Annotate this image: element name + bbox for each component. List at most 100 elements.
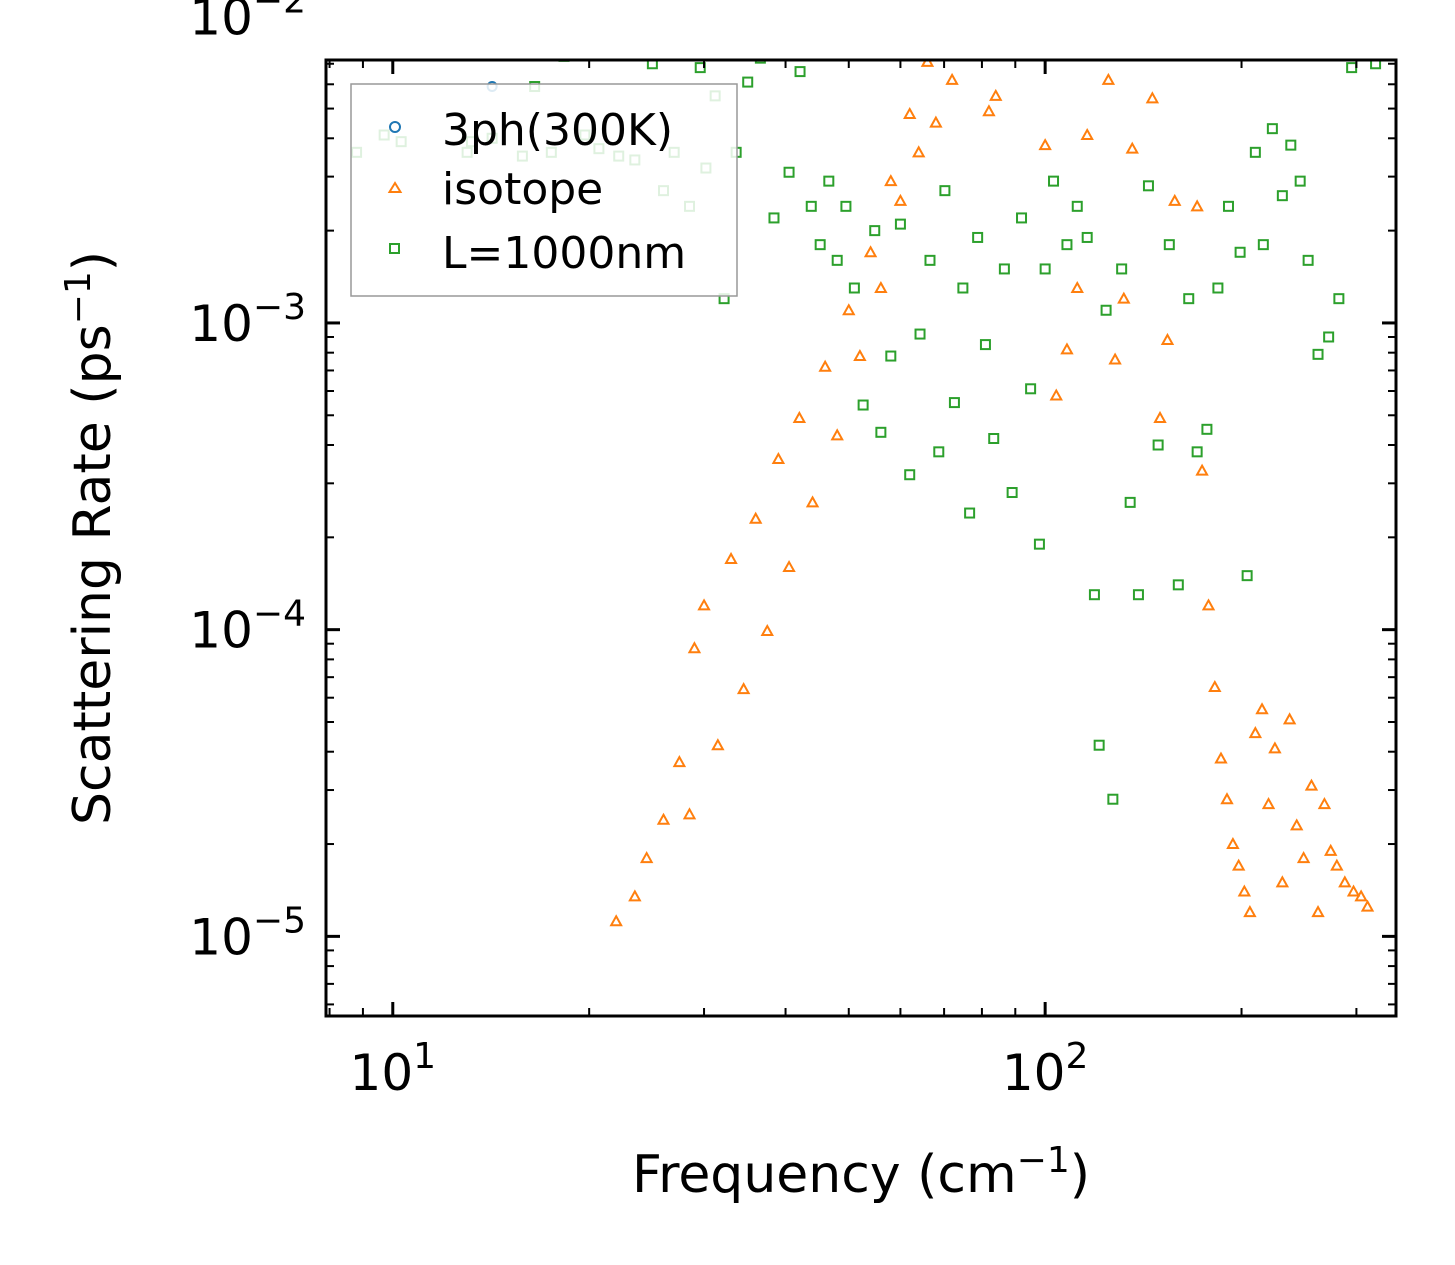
data-point-boundary bbox=[1191, 446, 1203, 458]
data-point-isotope bbox=[639, 851, 654, 864]
data-point-boundary bbox=[924, 254, 936, 266]
data-point-isotope bbox=[1190, 199, 1204, 212]
data-point-boundary bbox=[840, 200, 852, 212]
data-point-boundary bbox=[998, 263, 1010, 275]
data-point-boundary bbox=[1006, 487, 1018, 499]
data-point-boundary bbox=[754, 60, 766, 64]
data-point-isotope bbox=[609, 914, 623, 927]
legend-label-isotope: isotope bbox=[442, 164, 603, 215]
data-point-isotope bbox=[1160, 332, 1175, 345]
data-point-isotope bbox=[1248, 726, 1263, 739]
series-3ph bbox=[352, 43, 498, 93]
data-point-isotope bbox=[1108, 352, 1122, 365]
data-point-boundary bbox=[783, 166, 795, 178]
data-point-isotope bbox=[1017, 18, 1027, 27]
data-point-isotope bbox=[989, 88, 1003, 101]
data-point-boundary bbox=[1152, 439, 1164, 451]
data-point-isotope bbox=[736, 682, 751, 695]
data-point-isotope bbox=[656, 812, 671, 825]
data-point-isotope bbox=[1189, 33, 1199, 42]
data-point-boundary bbox=[1312, 348, 1324, 360]
data-point-isotope bbox=[1346, 884, 1361, 897]
data-point-boundary bbox=[1124, 496, 1136, 508]
data-point-boundary bbox=[1346, 62, 1358, 74]
x-tick-label: 101 bbox=[350, 1036, 437, 1102]
data-point-3ph bbox=[352, 43, 361, 52]
data-point-isotope bbox=[711, 738, 725, 751]
legend-label-boundary: L=1000nm bbox=[442, 228, 686, 279]
data-point-isotope bbox=[1168, 193, 1182, 206]
data-point-isotope bbox=[1338, 875, 1352, 888]
data-point-boundary bbox=[1071, 200, 1083, 212]
data-point-boundary bbox=[1257, 239, 1269, 251]
data-point-boundary bbox=[1249, 146, 1261, 158]
data-point-isotope bbox=[805, 495, 820, 508]
data-point-isotope bbox=[1296, 851, 1311, 864]
data-point-isotope bbox=[682, 807, 697, 820]
data-point-boundary bbox=[1234, 246, 1246, 258]
data-point-isotope bbox=[1226, 836, 1240, 850]
data-point-boundary bbox=[1201, 423, 1213, 435]
data-point-isotope bbox=[672, 755, 687, 768]
legend-frame bbox=[350, 83, 738, 297]
data-point-isotope bbox=[687, 641, 702, 654]
data-point-boundary bbox=[831, 254, 843, 266]
data-point-boundary bbox=[1016, 212, 1028, 224]
data-point-isotope bbox=[1290, 818, 1304, 831]
data-point-boundary bbox=[1163, 239, 1175, 251]
data-point-boundary bbox=[1370, 60, 1382, 70]
data-point-isotope bbox=[945, 72, 959, 85]
data-point-boundary bbox=[1294, 175, 1306, 187]
data-point-boundary bbox=[1276, 190, 1288, 202]
data-point-boundary bbox=[988, 433, 1000, 445]
data-point-isotope bbox=[1311, 905, 1325, 918]
data-point-isotope bbox=[939, 18, 949, 27]
data-point-isotope bbox=[1038, 138, 1052, 151]
data-point-isotope bbox=[1060, 342, 1074, 355]
data-point-isotope bbox=[1255, 702, 1269, 715]
data-point-isotope bbox=[982, 104, 996, 117]
data-point-boundary bbox=[972, 231, 984, 243]
y-tick-label: 10−4 bbox=[189, 594, 306, 660]
data-point-boundary bbox=[1183, 293, 1195, 305]
data-point-isotope bbox=[863, 245, 878, 258]
data-point-boundary bbox=[848, 282, 860, 294]
data-point-boundary bbox=[1333, 293, 1345, 305]
data-point-boundary bbox=[1116, 263, 1128, 275]
data-point-boundary bbox=[914, 328, 926, 340]
tick-labels: 10110210010−110−210−310−410−5 bbox=[189, 0, 1088, 1102]
data-point-isotope bbox=[1195, 463, 1209, 476]
data-point-isotope bbox=[903, 106, 917, 120]
data-point-isotope bbox=[1049, 388, 1063, 401]
data-point-boundary bbox=[857, 399, 869, 411]
data-point-boundary bbox=[1302, 254, 1314, 266]
data-point-isotope bbox=[1214, 751, 1228, 764]
legend-marker-isotope bbox=[387, 181, 403, 193]
data-point-isotope bbox=[1268, 741, 1282, 754]
data-point-boundary bbox=[957, 282, 969, 294]
data-point-isotope bbox=[1354, 889, 1368, 902]
legend-marker-boundary bbox=[389, 243, 400, 254]
data-point-boundary bbox=[1241, 570, 1253, 582]
data-point-isotope bbox=[874, 280, 888, 294]
data-point-boundary bbox=[805, 200, 817, 212]
data-point-boundary bbox=[1093, 739, 1105, 751]
data-point-boundary bbox=[1033, 538, 1045, 550]
data-point-boundary bbox=[904, 469, 916, 481]
data-point-boundary bbox=[1061, 239, 1073, 251]
data-point-isotope bbox=[893, 193, 908, 206]
data-point-boundary bbox=[1100, 304, 1112, 316]
data-point-boundary bbox=[794, 66, 806, 78]
data-point-isotope bbox=[842, 303, 856, 316]
data-point-boundary bbox=[885, 350, 897, 362]
plot-frame bbox=[324, 58, 1398, 1018]
data-point-boundary bbox=[768, 212, 780, 224]
data-point-boundary bbox=[1048, 175, 1060, 187]
y-tick-label: 10−5 bbox=[189, 900, 306, 966]
legend-marker-3ph bbox=[389, 121, 401, 133]
data-point-boundary bbox=[1323, 331, 1335, 343]
data-point-boundary bbox=[1025, 383, 1037, 395]
data-point-isotope bbox=[771, 451, 786, 465]
data-point-isotope bbox=[830, 428, 844, 441]
data-point-isotope bbox=[1177, 24, 1187, 33]
